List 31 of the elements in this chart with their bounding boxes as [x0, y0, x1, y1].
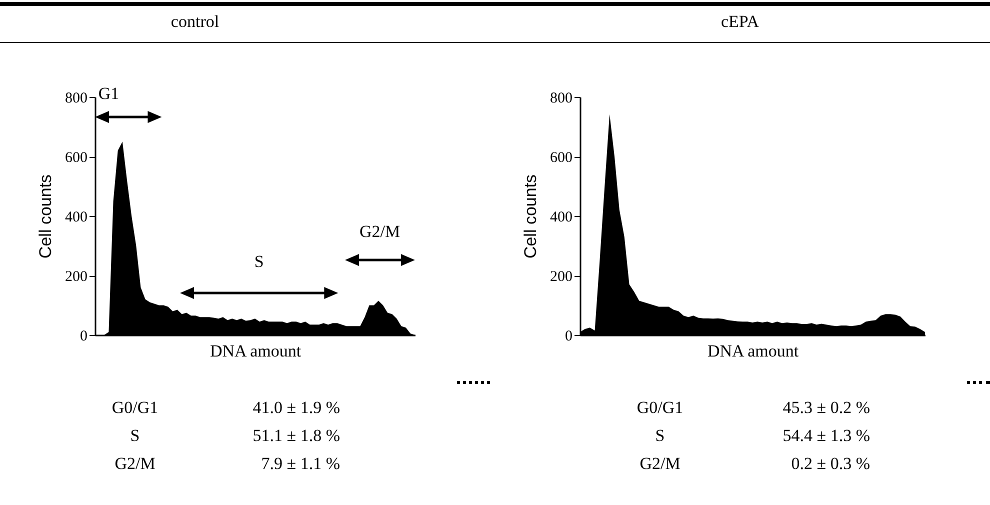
annotation: G1 [98, 84, 120, 104]
text: 41.0 ± 1.9 % [252, 398, 340, 417]
annotation: G2/M [359, 222, 400, 242]
y-tick-label: 600 [65, 150, 88, 166]
text: G0/G1 [112, 398, 158, 418]
text: 45.3 ± 0.2 % [782, 398, 870, 417]
text: 54.4 ± 1.3 % [782, 426, 870, 446]
y-tick-label: 400 [65, 210, 88, 226]
text: S [655, 426, 665, 446]
y-tick-label: 0 [565, 328, 572, 344]
y-tick-label: 800 [65, 90, 88, 106]
chart-title: cEPA [720, 12, 760, 32]
text: S [130, 426, 140, 446]
chart-title: control [170, 12, 220, 32]
x-axis-title: DNA amount [210, 342, 302, 360]
y-tick-label: 200 [550, 269, 572, 285]
text: 0.2 ± 0.3 % [791, 454, 870, 473]
y-tick-label: 600 [550, 150, 572, 166]
x-axis-title: DNA amount [707, 342, 799, 360]
text: G2/M [640, 454, 680, 474]
y-tick-label: 0 [80, 328, 88, 344]
text: G2/M [114, 454, 156, 474]
y-axis-title: Cell counts [521, 174, 540, 259]
annotation: S [254, 252, 264, 272]
text: 7.9 ± 1.1 % [261, 454, 340, 473]
y-axis-title: Cell counts [36, 174, 55, 259]
y-tick-label: 200 [65, 269, 88, 285]
text: G0/G1 [636, 398, 684, 418]
text: 51.1 ± 1.8 % [252, 426, 340, 446]
y-tick-label: 800 [550, 90, 572, 106]
y-tick-label: 400 [550, 210, 572, 226]
